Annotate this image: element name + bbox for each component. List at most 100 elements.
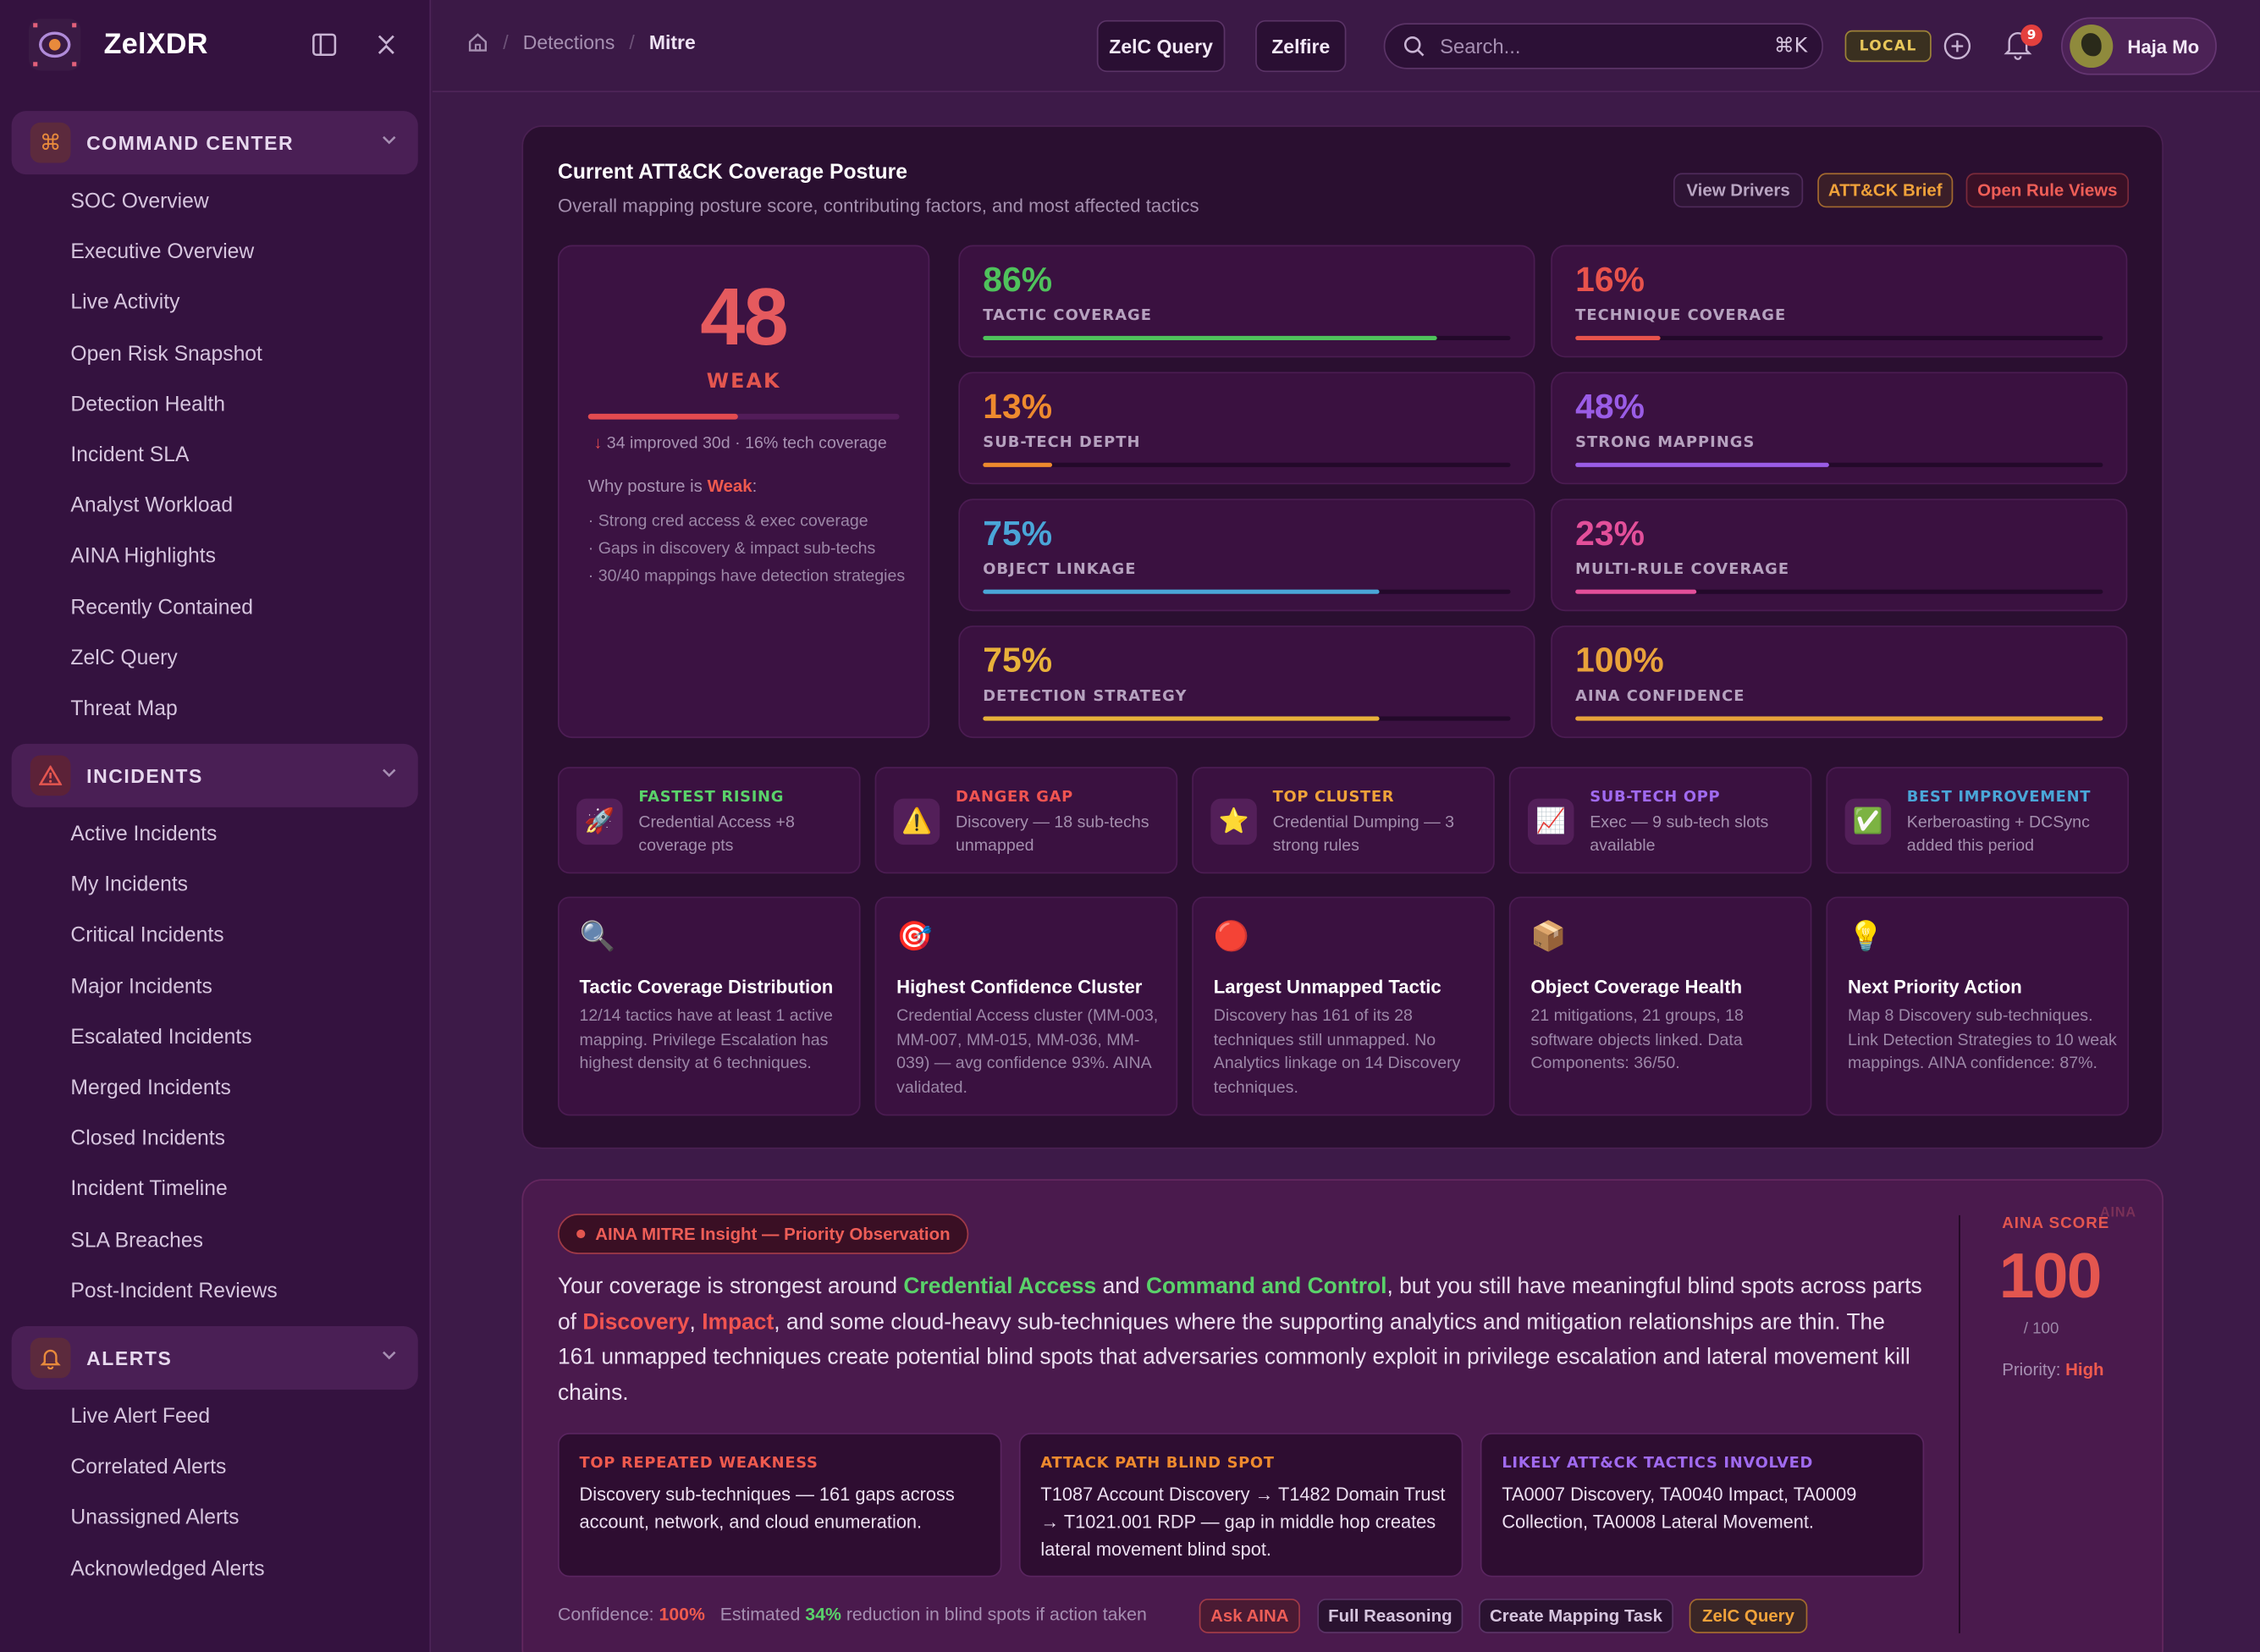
sidebar-item-active-incidents[interactable]: Active Incidents — [70, 823, 218, 846]
metric-card[interactable]: 48% STRONG MAPPINGS — [1551, 372, 2128, 485]
metric-label: MULTI-RULE COVERAGE — [1575, 560, 1790, 579]
metric-card[interactable]: 86% TACTIC COVERAGE — [958, 245, 1535, 358]
sidebar-item-live-alert-feed[interactable]: Live Alert Feed — [70, 1405, 211, 1429]
sidebar-item-aina-highlights[interactable]: AINA Highlights — [70, 545, 216, 569]
insight-card[interactable]: 📦 Object Coverage Health 21 mitigations, 2… — [1508, 896, 1812, 1116]
sidebar-item-escalated-incidents[interactable]: Escalated Incidents — [70, 1026, 252, 1049]
search-input[interactable]: Search... ⌘K — [1383, 23, 1824, 69]
sidebar-item-my-incidents[interactable]: My Incidents — [70, 873, 189, 897]
highlight-card[interactable]: 🚀 FASTEST RISING Credential Access +8 cove… — [557, 767, 861, 874]
home-icon[interactable] — [467, 31, 489, 53]
highlight-card[interactable]: ✅ BEST IMPROVEMENT Kerberoasting + DCSync … — [1826, 767, 2130, 874]
posture-score-panel: 48 WEAK ↓ 34 improved 30d · 16% tech cov… — [557, 245, 930, 739]
sidebar-item-executive-overview[interactable]: Executive Overview — [70, 240, 255, 265]
toggle-panel-icon[interactable] — [308, 29, 339, 60]
zelc-query-button[interactable]: ZelC Query — [1096, 19, 1226, 73]
brand[interactable]: ZelXDR — [29, 19, 208, 71]
sidebar-item-zelc-query[interactable]: ZelC Query — [70, 647, 178, 670]
metric-card[interactable]: 75% DETECTION STRATEGY — [958, 625, 1535, 739]
view-drivers-button[interactable]: View Drivers — [1673, 173, 1804, 208]
breadcrumb-mitre: Mitre — [648, 31, 696, 54]
attack-brief-button[interactable]: ATT&CK Brief — [1817, 173, 1954, 208]
sidebar-item-critical-incidents[interactable]: Critical Incidents — [70, 924, 224, 948]
highlight-icon: ⚠️ — [893, 798, 940, 845]
highlight-card[interactable]: ⭐ TOP CLUSTER Credential Dumping — 3 stron… — [1192, 767, 1495, 874]
sidebar-item-threat-map[interactable]: Threat Map — [70, 697, 178, 721]
metric-progress-fill — [983, 589, 1379, 594]
env-badge: LOCAL — [1844, 30, 1932, 63]
sidebar-item-sla-breaches[interactable]: SLA Breaches — [70, 1229, 203, 1253]
insight-card[interactable]: 🔴 Largest Unmapped Tactic Discovery has 16… — [1192, 896, 1495, 1116]
avatar — [2070, 24, 2114, 69]
insight-card[interactable]: 🔍 Tactic Coverage Distribution 12/14 tacti… — [557, 896, 861, 1116]
sidebar-item-unassigned-alerts[interactable]: Unassigned Alerts — [70, 1506, 240, 1530]
ask-aina-button[interactable]: Ask AINA — [1199, 1598, 1300, 1633]
metric-value: 86% — [983, 261, 1053, 300]
sidebar-item-major-incidents[interactable]: Major Incidents — [70, 975, 212, 999]
sidebar-item-detection-health[interactable]: Detection Health — [70, 393, 225, 416]
insight-card[interactable]: 🎯 Highest Confidence Cluster Credential Ac… — [874, 896, 1178, 1116]
user-menu[interactable]: Haja Mo — [2061, 17, 2217, 75]
metric-card[interactable]: 100% AINA CONFIDENCE — [1551, 625, 2128, 739]
arrow-down-icon: ↓ — [593, 435, 603, 453]
highlight-title: DANGER GAP — [955, 788, 1073, 807]
highlight-card[interactable]: ⚠️ DANGER GAP Discovery — 18 sub-techs unm… — [874, 767, 1178, 874]
metric-card[interactable]: 13% SUB-TECH DEPTH — [958, 372, 1535, 485]
sidebar-item-acknowledged-alerts[interactable]: Acknowledged Alerts — [70, 1557, 265, 1581]
section-command-center[interactable]: ⌘ COMMAND CENTER — [11, 111, 418, 175]
tactic-credential-access[interactable]: Credential Access — [903, 1274, 1097, 1299]
notifications-button[interactable]: 9 — [2004, 24, 2042, 63]
sidebar-item-open-risk-snapshot[interactable]: Open Risk Snapshot — [70, 342, 262, 366]
tactic-impact[interactable]: Impact — [702, 1309, 774, 1335]
sidebar-item-merged-incidents[interactable]: Merged Incidents — [70, 1077, 231, 1100]
metric-value: 16% — [1575, 261, 1645, 300]
open-rule-views-button[interactable]: Open Rule Views — [1965, 173, 2130, 208]
metric-progress-fill — [983, 462, 1052, 467]
topbar: / Detections / Mitre ZelC Query Zelfire … — [432, 0, 2260, 93]
insight-title: Largest Unmapped Tactic — [1213, 976, 1441, 998]
full-reasoning-button[interactable]: Full Reasoning — [1317, 1598, 1463, 1633]
highlight-desc: Exec — 9 sub-tech slots available — [1590, 814, 1769, 856]
highlight-card[interactable]: 📈 SUB-TECH OPP Exec — 9 sub-tech slots ava… — [1508, 767, 1812, 874]
add-icon[interactable] — [1943, 31, 1971, 60]
shortcut-hint: ⌘K — [1773, 34, 1808, 58]
metric-progress-fill — [1575, 335, 1660, 340]
sidebar-item-live-activity[interactable]: Live Activity — [70, 291, 180, 315]
insight-title: Tactic Coverage Distribution — [579, 976, 834, 998]
chevron-down-icon — [383, 135, 396, 145]
metric-label: TECHNIQUE COVERAGE — [1575, 306, 1787, 325]
score-progress-bar — [587, 413, 900, 420]
collapse-icon[interactable] — [371, 29, 402, 60]
metric-progress-track — [983, 462, 1511, 467]
metric-card[interactable]: 16% TECHNIQUE COVERAGE — [1551, 245, 2128, 358]
metric-progress-fill — [1575, 589, 1697, 594]
reason-item: · 30/40 mappings have detection strategi… — [587, 568, 906, 586]
sidebar-item-closed-incidents[interactable]: Closed Incidents — [70, 1127, 225, 1151]
metric-card[interactable]: 23% MULTI-RULE COVERAGE — [1551, 498, 2128, 612]
sidebar-item-soc-overview[interactable]: SOC Overview — [70, 190, 209, 214]
tactic-discovery[interactable]: Discovery — [582, 1309, 690, 1335]
section-incidents[interactable]: INCIDENTS — [11, 743, 418, 807]
sidebar-item-correlated-alerts[interactable]: Correlated Alerts — [70, 1456, 227, 1479]
search-icon — [1403, 36, 1425, 57]
command-icon: ⌘ — [30, 122, 71, 163]
breadcrumb-detections[interactable]: Detections — [522, 31, 615, 54]
insight-title: Highest Confidence Cluster — [896, 976, 1143, 998]
metric-label: TACTIC COVERAGE — [983, 306, 1152, 325]
sidebar-item-incident-sla[interactable]: Incident SLA — [70, 443, 190, 467]
sidebar-item-incident-timeline[interactable]: Incident Timeline — [70, 1178, 228, 1202]
sidebar-item-analyst-workload[interactable]: Analyst Workload — [70, 494, 234, 518]
sidebar-item-post-incident-reviews[interactable]: Post-Incident Reviews — [70, 1280, 278, 1303]
section-alerts[interactable]: ALERTS — [11, 1326, 418, 1390]
card-title: Current ATT&CK Coverage Posture — [557, 161, 907, 185]
create-mapping-task-button[interactable]: Create Mapping Task — [1479, 1598, 1673, 1633]
eye-logo-icon — [29, 19, 81, 71]
sidebar-item-recently-contained[interactable]: Recently Contained — [70, 596, 253, 620]
zelfire-button[interactable]: Zelfire — [1255, 19, 1347, 73]
detail-desc: TA0007 Discovery, TA0040 Impact, TA0009 … — [1502, 1483, 1857, 1533]
zelc-query-action-button[interactable]: ZelC Query — [1689, 1598, 1808, 1633]
insight-card[interactable]: 💡 Next Priority Action Map 8 Discovery sub… — [1826, 896, 2130, 1116]
metric-progress-fill — [1575, 716, 2103, 721]
tactic-command-and-control[interactable]: Command and Control — [1145, 1274, 1387, 1299]
metric-card[interactable]: 75% OBJECT LINKAGE — [958, 498, 1535, 612]
